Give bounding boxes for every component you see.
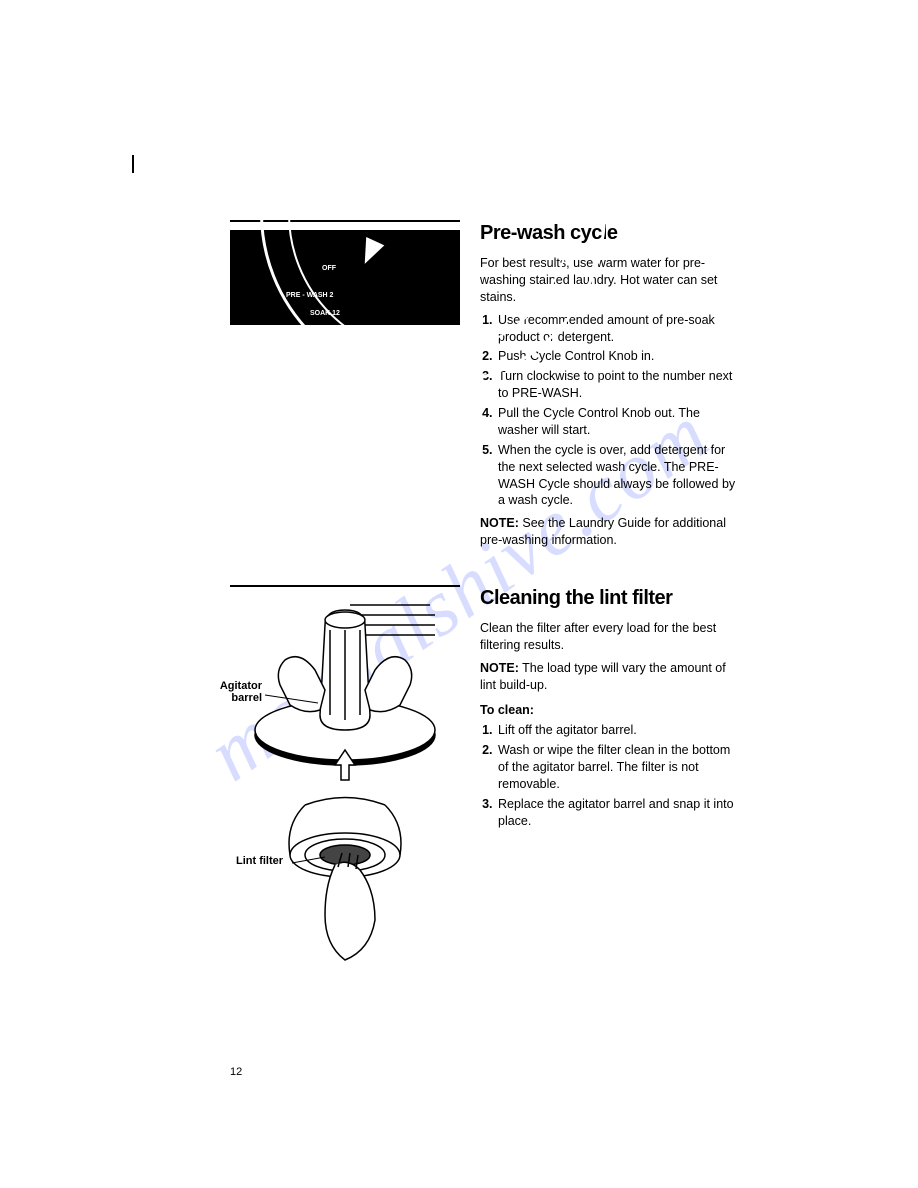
lintfilter-heading: Cleaning the lint filter (480, 585, 740, 612)
toclean-subhead: To clean: (480, 702, 740, 719)
dial-label-soak: SOAK 12 (310, 310, 340, 317)
step-item: Turn clockwise to point to the number ne… (496, 368, 740, 402)
callout-agitator: Agitator barrel (212, 680, 262, 704)
step-item: Wash or wipe the filter clean in the bot… (496, 742, 740, 793)
step-item: Pull the Cycle Control Knob out. The was… (496, 405, 740, 439)
dial-illustration: OFF PRE - WASH 2 SOAK 12 (230, 230, 460, 325)
note-label: NOTE: (480, 516, 519, 530)
callout-lint: Lint filter (236, 855, 283, 867)
section-prewash: OFF PRE - WASH 2 SOAK 12 Pre-wash cycle … (230, 220, 798, 555)
lintfilter-text-column: Cleaning the lint filter Clean the filte… (480, 585, 740, 980)
section-lintfilter: Agitator barrel Lint filter Cleaning the… (230, 585, 798, 980)
agitator-svg (230, 595, 460, 975)
prewash-note: NOTE: See the Laundry Guide for addition… (480, 515, 740, 549)
note-label: NOTE: (480, 661, 519, 675)
step-item: Lift off the agitator barrel. (496, 722, 740, 739)
lintfilter-steps: Lift off the agitator barrel. Wash or wi… (480, 722, 740, 829)
prewash-image-column: OFF PRE - WASH 2 SOAK 12 (230, 220, 460, 555)
divider-line (230, 585, 460, 587)
dial-label-off: OFF (322, 265, 336, 272)
dial-label-prewash: PRE - WASH 2 (286, 292, 333, 299)
lintfilter-note: NOTE: The load type will vary the amount… (480, 660, 740, 694)
lintfilter-intro: Clean the filter after every load for th… (480, 620, 740, 654)
agitator-illustration: Agitator barrel Lint filter (230, 595, 460, 980)
step-item: Replace the agitator barrel and snap it … (496, 796, 740, 830)
lintfilter-image-column: Agitator barrel Lint filter (230, 585, 460, 980)
page-content: OFF PRE - WASH 2 SOAK 12 Pre-wash cycle … (0, 0, 918, 980)
page-number: 12 (230, 1066, 242, 1078)
step-item: When the cycle is over, add detergent fo… (496, 442, 740, 510)
